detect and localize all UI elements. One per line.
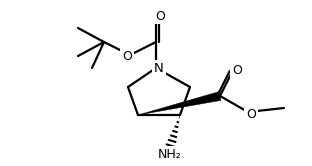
Text: O: O bbox=[232, 65, 242, 78]
Text: O: O bbox=[246, 108, 256, 121]
Text: O: O bbox=[122, 50, 132, 64]
Polygon shape bbox=[138, 92, 221, 115]
Text: O: O bbox=[155, 9, 165, 23]
Text: N: N bbox=[154, 61, 164, 75]
Text: N: N bbox=[154, 61, 164, 75]
Text: O: O bbox=[122, 50, 132, 64]
Text: NH₂: NH₂ bbox=[158, 148, 182, 161]
Text: NH₂: NH₂ bbox=[158, 148, 182, 161]
Text: O: O bbox=[155, 9, 165, 23]
Text: O: O bbox=[246, 108, 256, 121]
Text: O: O bbox=[232, 65, 242, 78]
